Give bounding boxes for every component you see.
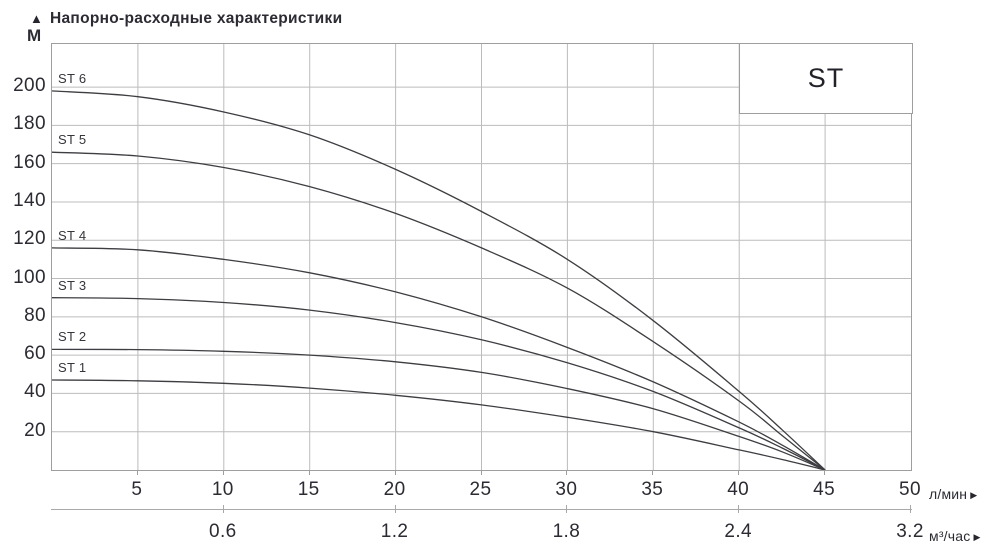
pump-curve-st-6 [52,90,826,470]
right-arrow-icon: ▶ [970,490,978,500]
y-axis-tick-label: 100 [13,266,46,288]
secondary-x-axis-tick-mark [222,505,224,513]
secondary-x-axis-tick-label: 2.4 [724,521,752,542]
pump-curve-st-4 [52,247,826,470]
secondary-x-axis-tick-mark [738,505,740,513]
x-axis-tick-mark [222,471,224,475]
y-axis-arrow-icon: ▲ [30,11,43,26]
x-axis-unit-label: л/мин ▶ [929,486,977,502]
secondary-x-axis-tick-label: 1.2 [380,521,409,542]
secondary-x-axis-tick-mark [394,505,396,513]
y-axis-tick-label: 160 [13,151,46,173]
x-axis-tick-label: 35 [641,479,664,500]
x-axis-tick-label: 5 [131,479,143,500]
x-axis-tick-label: 25 [469,479,492,500]
x-axis-tick-mark [308,471,310,475]
x-axis-tick-label: 20 [383,479,406,500]
x-axis-tick-label: 15 [297,479,320,500]
plot-area: ST ST 6 ST 5 ST 4 ST 3 ST 2 ST 1 [51,43,913,471]
x-axis-tick-mark [566,471,568,475]
x-axis-tick-label: 45 [813,479,836,500]
secondary-x-axis-tick-mark [566,505,568,513]
series-family-badge: ST [739,43,913,114]
curve-label: ST 1 [58,360,87,375]
right-arrow-icon: ▶ [973,532,981,542]
x-axis-tick-mark [824,471,826,475]
series-family-label: ST [807,63,845,93]
x-axis-tick-label: 10 [211,479,234,500]
curve-label: ST 6 [58,70,87,86]
curve-label: ST 2 [58,329,87,345]
x-axis-tick-mark [394,471,396,475]
y-axis-tick-label: 180 [13,113,46,135]
pump-curve-st-2 [52,348,826,470]
curves-canvas [52,44,911,470]
x-axis-tick-label: 50 [899,479,921,500]
pump-curve-st-5 [52,151,826,470]
secondary-x-axis-tick-mark [910,505,911,513]
pump-curve-st-3 [52,297,826,470]
x-axis-tick-mark [136,471,138,475]
curve-label: ST 3 [58,277,87,293]
secondary-x-axis-tick-label: 3.2 [896,521,924,542]
x-axis-tick-label: 30 [555,479,578,500]
curve-label: ST 5 [58,132,87,148]
secondary-x-axis-line [51,509,912,510]
y-axis-tick-label: 120 [13,228,46,250]
y-axis-tick-label: 200 [13,75,46,97]
y-axis-tick-label: 140 [13,189,46,211]
y-axis-unit-label: М [27,26,42,45]
secondary-x-axis-tick-label: 0.6 [208,521,237,542]
x-axis-tick-mark [652,471,654,475]
secondary-x-axis-unit-text: м³/час [929,528,971,544]
y-axis-tick-label: 60 [24,343,46,365]
x-axis-tick-label: 40 [727,479,750,500]
secondary-x-axis-tick-label: 1.8 [552,521,581,542]
y-axis-tick-label: 80 [24,304,46,326]
secondary-x-axis-unit-label: м³/час ▶ [929,528,981,544]
pump-curve-st-1 [52,379,826,470]
y-axis-tick-label: 40 [24,381,46,403]
x-axis-unit-text: л/мин [929,486,968,502]
x-axis-tick-mark [480,471,482,475]
chart-title: Напорно-расходные характеристики [50,10,343,27]
y-axis-tick-label: 20 [24,419,46,441]
x-axis-tick-mark [738,471,740,475]
curve-label: ST 4 [58,227,87,243]
